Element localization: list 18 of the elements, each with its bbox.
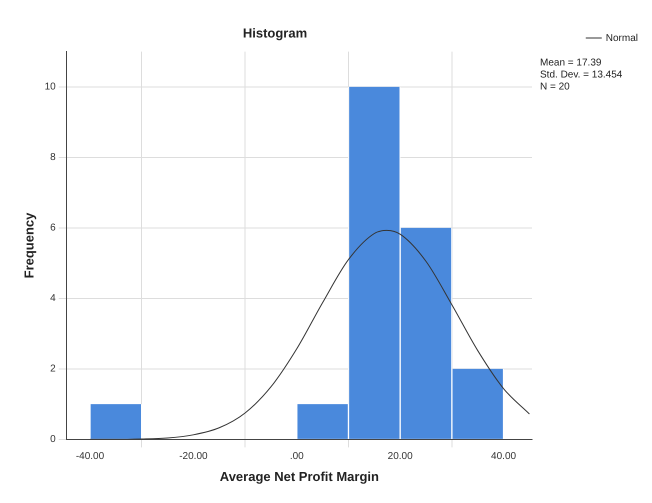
text: Mean = 17.39	[540, 57, 602, 68]
x-tick-label: -20.00	[179, 451, 208, 462]
x-tick-label: -40.00	[76, 451, 105, 462]
y-tick-label: 8	[50, 152, 56, 164]
chart-title: Histogram	[242, 25, 308, 40]
x-tick-label: 40.00	[491, 451, 517, 462]
legend-label: Normal	[606, 32, 638, 44]
y-tick-label: 0	[50, 434, 56, 446]
y-tick-label: 10	[44, 82, 56, 93]
x-tick-label: .00	[290, 451, 304, 462]
y-tick-label: 4	[50, 293, 56, 304]
y-tick-label: 2	[50, 364, 56, 375]
y-axis-title: Frequency	[21, 212, 36, 278]
x-tick-label: 20.00	[388, 451, 414, 462]
x-axis-title: Average Net Profit Margin	[220, 468, 379, 484]
text: N = 20	[540, 81, 570, 92]
text: Std. Dev. = 13.454	[540, 69, 623, 80]
y-tick-label: 6	[50, 222, 56, 234]
